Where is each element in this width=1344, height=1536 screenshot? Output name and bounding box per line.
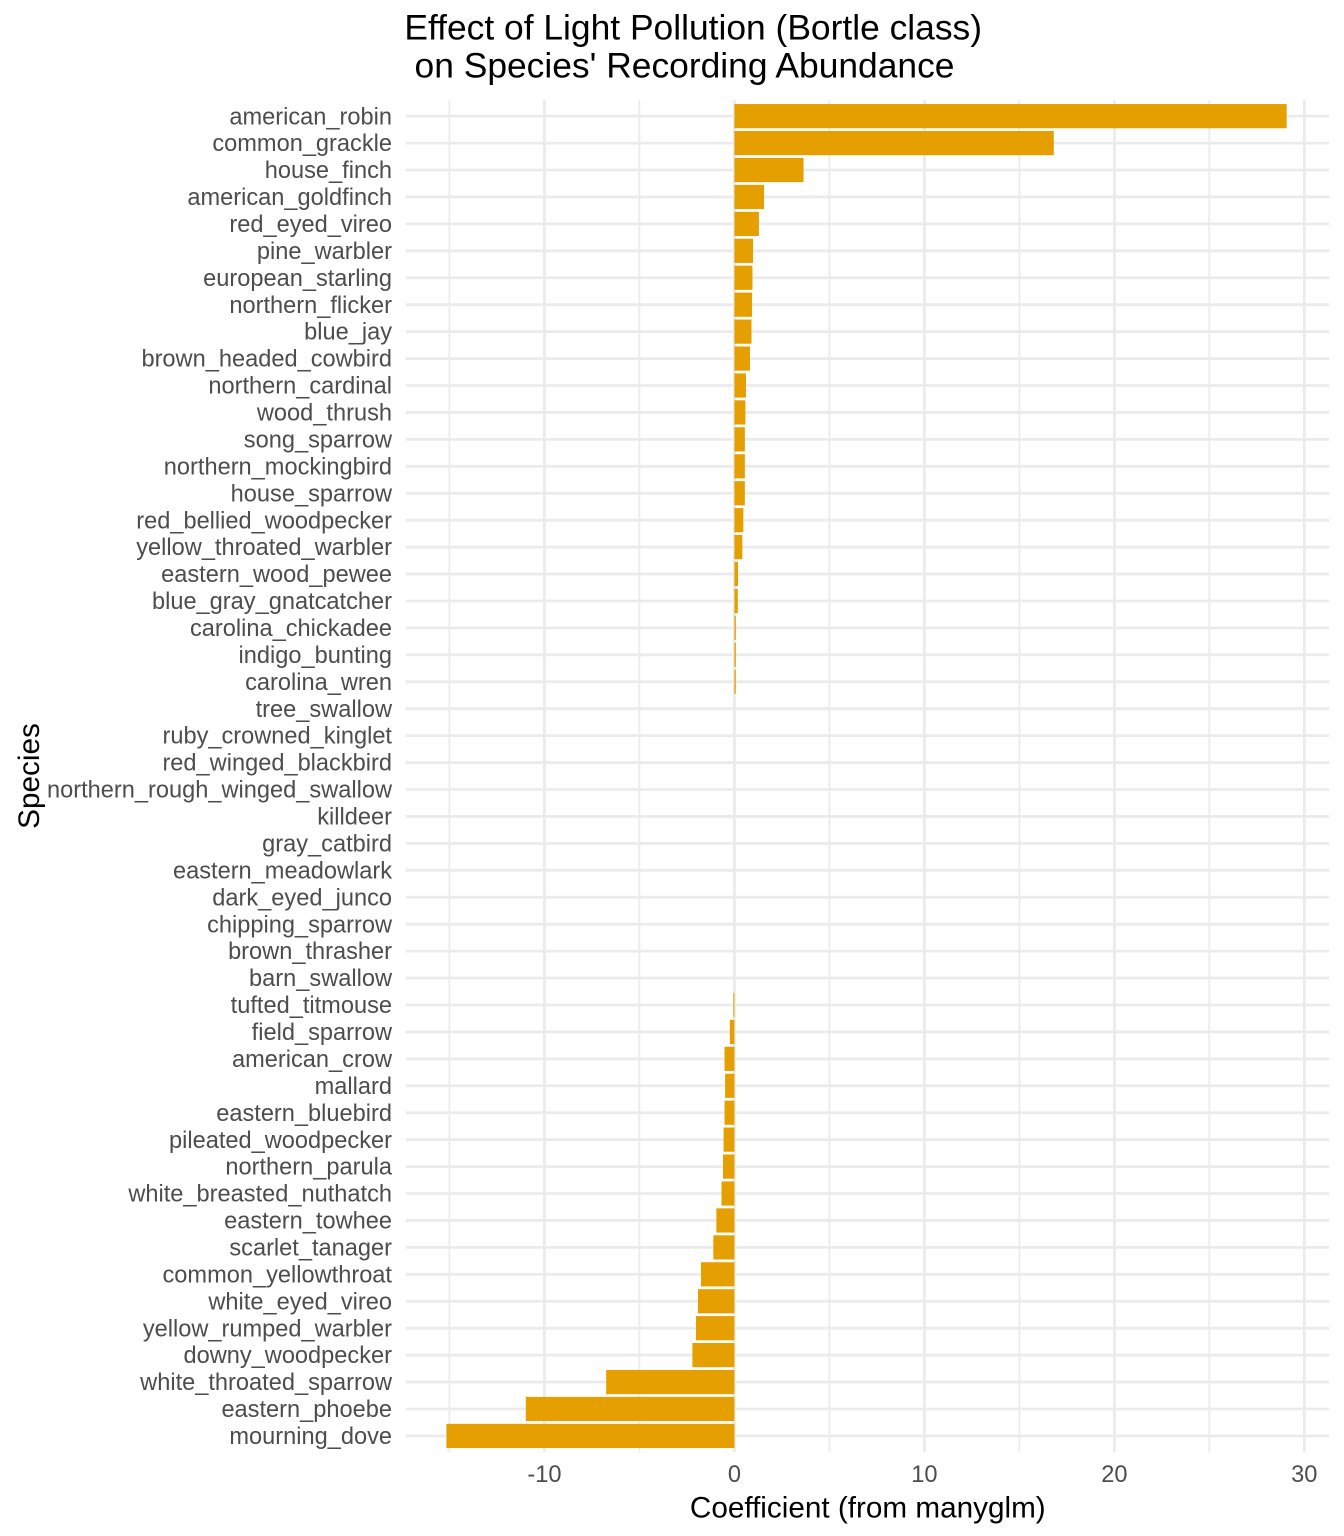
- svg-text:Effect of Light Pollution (Bor: Effect of Light Pollution (Bortle class): [404, 8, 982, 48]
- svg-text:common_grackle: common_grackle: [212, 131, 392, 157]
- svg-text:0: 0: [728, 1462, 741, 1488]
- svg-text:chipping_sparrow: chipping_sparrow: [207, 912, 393, 938]
- svg-text:brown_headed_cowbird: brown_headed_cowbird: [141, 347, 392, 373]
- svg-text:northern_mockingbird: northern_mockingbird: [164, 454, 392, 480]
- svg-text:tufted_titmouse: tufted_titmouse: [231, 993, 392, 1019]
- svg-text:mallard: mallard: [315, 1074, 392, 1100]
- svg-text:20: 20: [1101, 1462, 1127, 1488]
- svg-text:tree_swallow: tree_swallow: [256, 697, 393, 723]
- svg-text:northern_flicker: northern_flicker: [229, 293, 392, 319]
- svg-text:ruby_crowned_kinglet: ruby_crowned_kinglet: [162, 724, 392, 750]
- svg-text:white_breasted_nuthatch: white_breasted_nuthatch: [127, 1182, 392, 1208]
- svg-text:dark_eyed_junco: dark_eyed_junco: [212, 885, 392, 911]
- svg-text:30: 30: [1291, 1462, 1317, 1488]
- svg-text:Coefficient (from manyglm): Coefficient (from manyglm): [690, 1492, 1046, 1525]
- svg-text:blue_gray_gnatcatcher: blue_gray_gnatcatcher: [152, 589, 392, 615]
- svg-text:carolina_wren: carolina_wren: [245, 670, 392, 696]
- svg-text:barn_swallow: barn_swallow: [249, 966, 393, 992]
- svg-text:carolina_chickadee: carolina_chickadee: [190, 616, 392, 642]
- svg-text:yellow_throated_warbler: yellow_throated_warbler: [136, 535, 392, 561]
- svg-text:wood_thrush: wood_thrush: [256, 401, 392, 427]
- svg-text:red_eyed_vireo: red_eyed_vireo: [229, 212, 392, 238]
- svg-text:white_throated_sparrow: white_throated_sparrow: [139, 1370, 393, 1396]
- svg-text:brown_thrasher: brown_thrasher: [228, 939, 392, 965]
- svg-text:indigo_bunting: indigo_bunting: [239, 643, 393, 669]
- svg-text:northern_cardinal: northern_cardinal: [208, 374, 392, 400]
- svg-text:common_yellowthroat: common_yellowthroat: [163, 1262, 393, 1288]
- svg-text:red_winged_blackbird: red_winged_blackbird: [162, 751, 392, 777]
- svg-text:blue_jay: blue_jay: [304, 320, 392, 346]
- svg-text:american_goldfinch: american_goldfinch: [187, 185, 392, 211]
- svg-text:downy_woodpecker: downy_woodpecker: [183, 1343, 392, 1369]
- svg-text:mourning_dove: mourning_dove: [229, 1424, 392, 1450]
- svg-text:american_crow: american_crow: [232, 1047, 393, 1073]
- svg-text:yellow_rumped_warbler: yellow_rumped_warbler: [143, 1316, 392, 1342]
- svg-text:Species: Species: [13, 723, 46, 829]
- svg-text:house_finch: house_finch: [265, 158, 392, 184]
- svg-text:northern_parula: northern_parula: [225, 1155, 392, 1181]
- svg-text:eastern_wood_pewee: eastern_wood_pewee: [161, 562, 392, 588]
- svg-text:eastern_towhee: eastern_towhee: [224, 1209, 392, 1235]
- svg-text:gray_catbird: gray_catbird: [262, 831, 392, 857]
- svg-text:field_sparrow: field_sparrow: [252, 1020, 393, 1046]
- svg-text:red_bellied_woodpecker: red_bellied_woodpecker: [136, 508, 392, 534]
- svg-text:10: 10: [911, 1462, 937, 1488]
- svg-text:house_sparrow: house_sparrow: [231, 481, 393, 507]
- svg-text:eastern_meadowlark: eastern_meadowlark: [173, 858, 392, 884]
- svg-text:scarlet_tanager: scarlet_tanager: [229, 1235, 392, 1261]
- svg-text:on Species' Recording Abundanc: on Species' Recording Abundance: [415, 46, 955, 86]
- svg-text:killdeer: killdeer: [317, 805, 392, 831]
- svg-text:white_eyed_vireo: white_eyed_vireo: [207, 1289, 392, 1315]
- svg-text:eastern_bluebird: eastern_bluebird: [216, 1101, 392, 1127]
- svg-text:northern_rough_winged_swallow: northern_rough_winged_swallow: [47, 778, 393, 804]
- svg-text:pileated_woodpecker: pileated_woodpecker: [169, 1128, 392, 1154]
- svg-text:american_robin: american_robin: [229, 104, 392, 130]
- svg-text:song_sparrow: song_sparrow: [244, 427, 393, 453]
- svg-text:pine_warbler: pine_warbler: [257, 239, 392, 265]
- svg-text:eastern_phoebe: eastern_phoebe: [221, 1397, 392, 1423]
- svg-text:european_starling: european_starling: [203, 266, 392, 292]
- svg-text:-10: -10: [527, 1462, 561, 1488]
